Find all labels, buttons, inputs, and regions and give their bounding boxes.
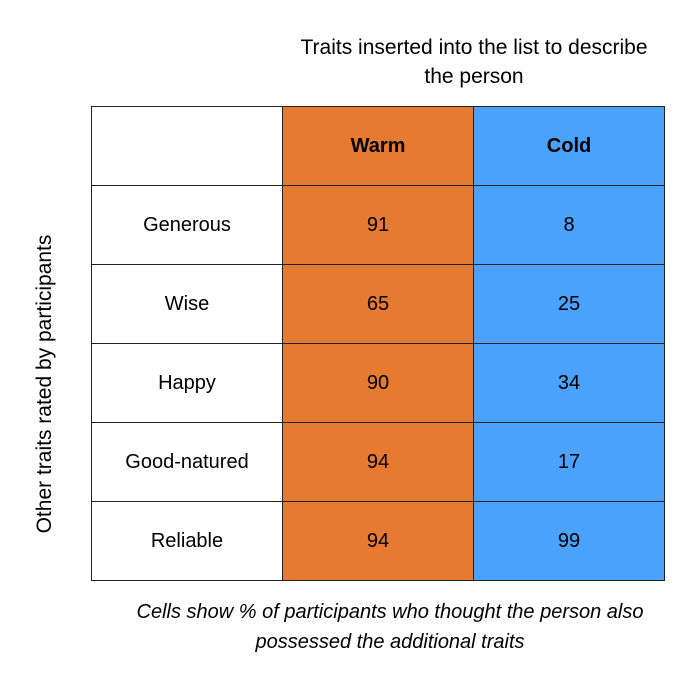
value-cell-cold: 99	[473, 501, 665, 581]
table-row-wise: Wise 65 25	[91, 264, 665, 344]
table-row-generous: Generous 91 8	[91, 185, 665, 265]
row-group-title-text: Other traits rated by participants	[33, 234, 56, 534]
value-cell-warm: 91	[282, 185, 474, 265]
column-group-title-text: Traits inserted into the list to describ…	[300, 36, 648, 88]
row-label: Wise	[91, 264, 283, 344]
value-cell-cold: 25	[473, 264, 665, 344]
header-row: Warm Cold	[91, 106, 665, 186]
value-cell-warm: 90	[282, 343, 474, 423]
table-row-reliable: Reliable 94 99	[91, 501, 665, 581]
value-cell-cold: 8	[473, 185, 665, 265]
table-row-good-natured: Good-natured 94 17	[91, 422, 665, 502]
row-label: Happy	[91, 343, 283, 423]
corner-cell	[91, 106, 283, 186]
row-label: Reliable	[91, 501, 283, 581]
table-row-happy: Happy 90 34	[91, 343, 665, 423]
row-label: Generous	[91, 185, 283, 265]
column-header-cold: Cold	[473, 106, 665, 186]
value-cell-cold: 34	[473, 343, 665, 423]
traits-table-body: Warm Cold Generous 91 8 Wise 65 25 Happy 90 34 Go…	[91, 106, 665, 581]
value-cell-warm: 94	[282, 501, 474, 581]
value-cell-cold: 17	[473, 422, 665, 502]
row-group-title: Other traits rated by participants	[31, 194, 59, 574]
traits-table: Warm Cold Generous 91 8 Wise 65 25 Happy 90 34 Go…	[91, 106, 665, 581]
footnote-text: Cells show % of participants who thought…	[136, 601, 644, 653]
row-label: Good-natured	[91, 422, 283, 502]
footnote: Cells show % of participants who thought…	[120, 597, 660, 657]
column-group-title: Traits inserted into the list to describ…	[284, 33, 664, 91]
column-header-warm: Warm	[282, 106, 474, 186]
value-cell-warm: 65	[282, 264, 474, 344]
value-cell-warm: 94	[282, 422, 474, 502]
